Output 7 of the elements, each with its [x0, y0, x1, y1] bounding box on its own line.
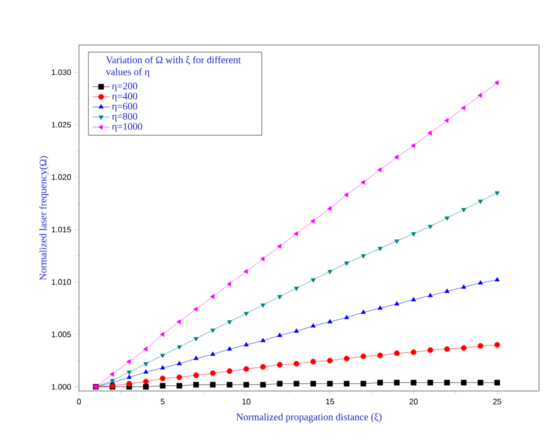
y-axis-title: Normalized laser frequency(Ω) [39, 156, 48, 280]
legend-label: η=400 [112, 92, 138, 102]
legend-label: η=200 [112, 82, 138, 92]
x-axis-title: Normalized propagation distance (ξ) [236, 413, 382, 422]
legend-label: η=600 [112, 102, 138, 112]
legend-label: η=800 [112, 112, 138, 122]
legend-label: η=1000 [112, 123, 142, 132]
